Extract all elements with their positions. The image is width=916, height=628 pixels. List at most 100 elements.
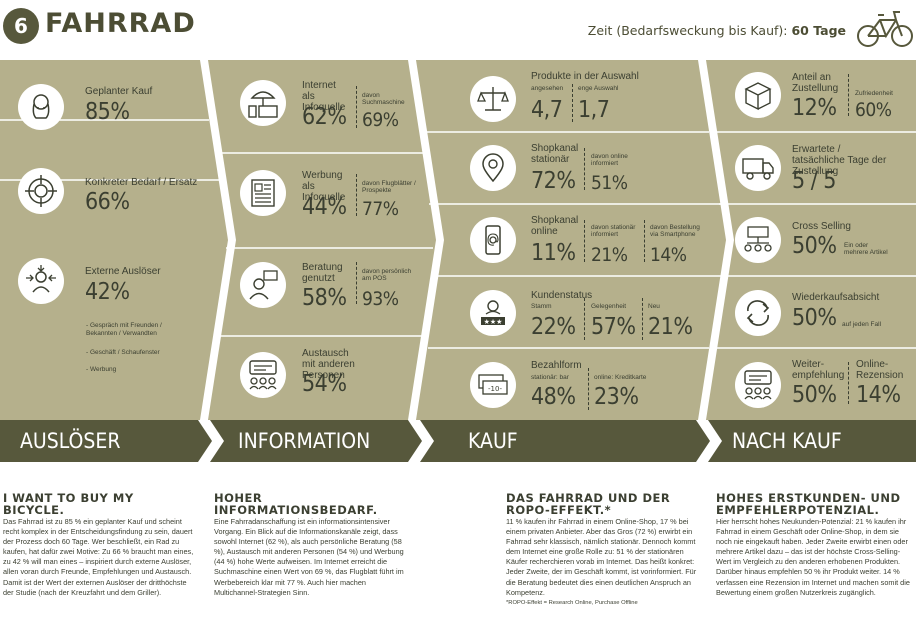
divider xyxy=(584,148,585,190)
tage-label: Erwartete / tatsächliche Tage der Zustel… xyxy=(792,144,887,177)
wieder-label: Wiederkaufsabsicht xyxy=(792,292,880,303)
divider xyxy=(356,86,357,128)
online-value: 11% xyxy=(531,240,576,266)
internet-sub-label: davon Suchmaschine xyxy=(362,92,405,107)
empf-label: Weiter-empfehlung xyxy=(792,359,845,381)
section-number-badge: 6 xyxy=(3,8,39,44)
beratung-value: 58% xyxy=(302,285,347,311)
location-pin-icon xyxy=(470,145,516,191)
text-column-ausloeser: I WANT TO BUY MY BICYCLE. Das Fahrrad is… xyxy=(3,492,199,598)
head-thought-icon xyxy=(18,84,64,130)
beratung-sub-label: davon persönlich am POS xyxy=(362,268,412,283)
cross-sub-label: Ein oder mehrere Artikel xyxy=(844,242,888,257)
empf-sub-label: Online-Rezension xyxy=(856,359,904,381)
bedarf-value: 66% xyxy=(85,189,130,215)
column-footnote: *ROPO-Effekt = Research Online, Purchase… xyxy=(506,599,638,606)
produkte-a-label: angesehen xyxy=(531,85,564,92)
online-label: Shopkanal online xyxy=(531,215,579,237)
extern-bullet: - Gespräch mit Freunden / Bekannten / Ve… xyxy=(86,322,162,337)
internet-sub-value: 69% xyxy=(362,109,399,131)
online-sub1-value: 21% xyxy=(591,244,628,266)
divider xyxy=(588,368,589,410)
truck-icon xyxy=(735,145,781,191)
bezahl-a-label: stationär: bar xyxy=(531,374,569,381)
tage-value: 5 / 5 xyxy=(792,168,836,194)
stationaer-sub-value: 51% xyxy=(591,172,628,194)
werbung-label: Werbung als Infoquelle xyxy=(302,170,346,203)
text-column-kauf: DAS FAHRRAD UND DER ROPO-EFFEKT.* 11 % k… xyxy=(506,492,702,608)
package-icon xyxy=(735,72,781,118)
divider xyxy=(848,362,849,404)
stage-nachkauf: NACH KAUF xyxy=(732,429,842,453)
geplant-label: Geplanter Kauf xyxy=(85,86,153,97)
produkte-b-label: enge Auswahl xyxy=(578,85,619,92)
column-heading: I WANT TO BUY MY BICYCLE. xyxy=(3,491,134,518)
produkte-a-value: 4,7 xyxy=(531,97,563,123)
scale-icon xyxy=(470,76,516,122)
bedarf-label: Konkreter Bedarf / Ersatz xyxy=(85,177,198,188)
divider xyxy=(356,262,357,304)
online-sub2-label: davon Bestellung via Smartphone xyxy=(650,224,700,239)
column-heading: DAS FAHRRAD UND DER ROPO-EFFEKT.* xyxy=(506,491,671,518)
divider xyxy=(848,74,849,116)
time-value: 60 Tage xyxy=(791,23,846,38)
time-label: Zeit (Bedarfsweckung bis Kauf): xyxy=(587,23,788,38)
column-body: Eine Fahrradanschaffung ist ein informat… xyxy=(214,517,404,597)
column-heading: HOHES ERSTKUNDEN- UND EMPFEHLERPOTENZIAL… xyxy=(716,491,901,518)
stationaer-label: Shopkanal stationär xyxy=(531,143,579,165)
beratung-label: Beratung genutzt xyxy=(302,262,343,284)
kundenstatus-a-value: 22% xyxy=(531,314,576,340)
stage-bar-bg xyxy=(0,420,916,462)
column-body: Das Fahrrad ist zu 85 % ein geplanter Ka… xyxy=(3,517,194,597)
bicycle-icon xyxy=(857,11,913,47)
kundenstatus-a-label: Stamm xyxy=(531,303,552,310)
bezahl-a-value: 48% xyxy=(531,384,576,410)
divider xyxy=(644,220,645,262)
divider xyxy=(356,174,357,216)
werbung-sub-value: 77% xyxy=(362,198,399,220)
austausch-value: 54% xyxy=(302,371,347,397)
austausch-label: Austausch mit anderen Personen xyxy=(302,348,355,381)
werbung-value: 44% xyxy=(302,194,347,220)
column-body: 11 % kaufen ihr Fahrrad in einem Online-… xyxy=(506,517,697,597)
online-sub1-label: davon stationär informiert xyxy=(591,224,636,239)
zustellung-label: Anteil an Zustellung xyxy=(792,72,839,94)
empf-value: 50% xyxy=(792,382,837,408)
wieder-value: 50% xyxy=(792,305,837,331)
text-column-nachkauf: HOHES ERSTKUNDEN- UND EMPFEHLERPOTENZIAL… xyxy=(716,492,912,598)
extern-bullet: - Geschäft / Schaufenster xyxy=(86,349,160,356)
extern-bullet: - Werbung xyxy=(86,366,117,373)
column-heading: HOHER INFORMATIONSBEDARF. xyxy=(214,491,378,518)
produkte-label: Produkte in der Auswahl xyxy=(531,71,639,82)
geplant-value: 85% xyxy=(85,99,130,125)
wieder-sub-label: auf jeden Fall xyxy=(842,321,882,328)
bezahl-b-label: online: Kreditkarte xyxy=(594,374,647,381)
bezahl-label: Bezahlform xyxy=(531,360,582,371)
online-sub2-value: 14% xyxy=(650,244,687,266)
page-title: FAHRRAD xyxy=(45,8,196,39)
empf-sub-value: 14% xyxy=(856,382,901,408)
advisor-icon xyxy=(240,262,286,308)
divider xyxy=(572,84,573,122)
divider xyxy=(584,220,585,262)
time-info: Zeit (Bedarfsweckung bis Kauf): 60 Tage xyxy=(588,23,846,38)
cross-value: 50% xyxy=(792,233,837,259)
stationaer-value: 72% xyxy=(531,168,576,194)
customer-rating-icon: ★★★ xyxy=(470,290,516,336)
divider xyxy=(584,298,585,340)
svg-text:-10-: -10- xyxy=(488,385,502,393)
divider xyxy=(642,298,643,340)
werbung-sub-label: davon Flugblätter / Prospekte xyxy=(362,180,416,195)
extern-label: Externe Auslöser xyxy=(85,266,161,277)
smartphone-at-icon xyxy=(470,217,516,263)
bezahl-b-value: 23% xyxy=(594,384,639,410)
kundenstatus-b-label: Gelegenheit xyxy=(591,303,627,310)
target-icon xyxy=(18,168,64,214)
flowchart-icon xyxy=(735,217,781,263)
svg-text:★★★: ★★★ xyxy=(484,318,503,326)
internet-label: Internet als Infoquelle xyxy=(302,80,346,113)
person-arrows-icon xyxy=(18,258,64,304)
extern-value: 42% xyxy=(85,279,130,305)
internet-value: 62% xyxy=(302,104,347,130)
chat-people-icon xyxy=(240,352,286,398)
